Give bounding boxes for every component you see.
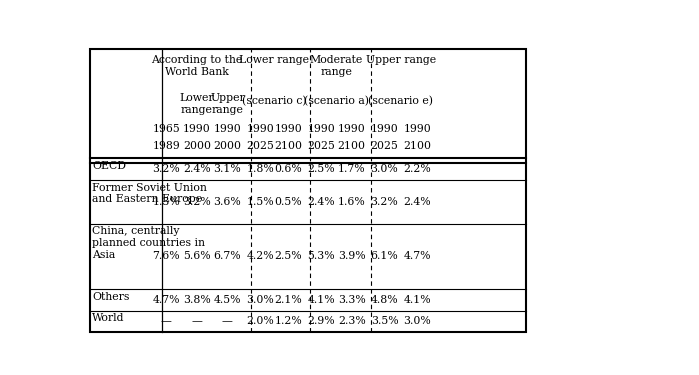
Text: 2.9%: 2.9% — [308, 316, 335, 326]
Text: (scenario c): (scenario c) — [242, 96, 307, 106]
Text: China, centrally
planned countries in
Asia: China, centrally planned countries in As… — [92, 226, 206, 260]
Text: 2.4%: 2.4% — [403, 197, 431, 207]
Text: —: — — [192, 316, 203, 326]
Text: Upper
range: Upper range — [210, 93, 245, 115]
Text: 1.5%: 1.5% — [246, 197, 274, 207]
Text: (scenario e): (scenario e) — [368, 96, 433, 106]
Text: 0.5%: 0.5% — [275, 197, 302, 207]
Text: 4.2%: 4.2% — [246, 251, 274, 261]
Text: —: — — [161, 316, 172, 326]
Text: 6.7%: 6.7% — [214, 251, 241, 261]
Text: 3.2%: 3.2% — [183, 197, 211, 207]
Text: 1.2%: 1.2% — [275, 316, 303, 326]
Text: 1990: 1990 — [370, 124, 398, 134]
Text: 2.4%: 2.4% — [308, 197, 335, 207]
Text: 2100: 2100 — [403, 141, 431, 151]
Text: 3.8%: 3.8% — [183, 295, 211, 304]
Text: 3.2%: 3.2% — [370, 197, 398, 207]
Text: 5.6%: 5.6% — [183, 251, 210, 261]
Text: 1.3%: 1.3% — [152, 197, 180, 207]
Text: 1990: 1990 — [275, 124, 303, 134]
Text: 2100: 2100 — [275, 141, 303, 151]
Text: 1990: 1990 — [246, 124, 274, 134]
Text: 7.6%: 7.6% — [152, 251, 180, 261]
Text: 2000: 2000 — [183, 141, 211, 151]
Text: 1990: 1990 — [338, 124, 366, 134]
Text: (scenario a): (scenario a) — [304, 96, 369, 106]
Text: 1990: 1990 — [403, 124, 431, 134]
Text: 1965: 1965 — [152, 124, 180, 134]
Text: 1.6%: 1.6% — [338, 197, 366, 207]
Text: 5.3%: 5.3% — [308, 251, 335, 261]
Text: World: World — [92, 314, 124, 323]
Text: 2.4%: 2.4% — [183, 164, 210, 174]
Text: Lower range: Lower range — [239, 55, 310, 65]
Text: 3.2%: 3.2% — [152, 164, 180, 174]
Text: 3.6%: 3.6% — [214, 197, 241, 207]
Text: Others: Others — [92, 292, 129, 302]
Text: 3.0%: 3.0% — [403, 316, 431, 326]
Text: 3.1%: 3.1% — [214, 164, 241, 174]
Text: —: — — [222, 316, 233, 326]
Text: OECD: OECD — [92, 161, 127, 171]
Text: 3.9%: 3.9% — [338, 251, 366, 261]
Text: 3.5%: 3.5% — [370, 316, 398, 326]
Text: Lower
range: Lower range — [180, 93, 214, 115]
Text: 2.1%: 2.1% — [275, 295, 303, 304]
Text: 1990: 1990 — [308, 124, 335, 134]
Text: 2.3%: 2.3% — [338, 316, 366, 326]
Text: 4.1%: 4.1% — [403, 295, 431, 304]
Text: 4.8%: 4.8% — [370, 295, 398, 304]
Text: 2025: 2025 — [246, 141, 274, 151]
Text: 1.8%: 1.8% — [246, 164, 274, 174]
Text: 2.0%: 2.0% — [246, 316, 274, 326]
Text: Upper range: Upper range — [366, 55, 436, 65]
Text: 3.0%: 3.0% — [370, 164, 398, 174]
Text: 1990: 1990 — [214, 124, 241, 134]
Text: 0.6%: 0.6% — [275, 164, 303, 174]
Text: 1990: 1990 — [183, 124, 211, 134]
Text: 2025: 2025 — [308, 141, 335, 151]
Text: 4.7%: 4.7% — [152, 295, 180, 304]
Bar — [90, 50, 526, 332]
Text: 6.1%: 6.1% — [370, 251, 398, 261]
Text: According to the
World Bank: According to the World Bank — [151, 55, 243, 76]
Text: 2.5%: 2.5% — [275, 251, 302, 261]
Text: Moderate
range: Moderate range — [310, 55, 363, 76]
Text: 2.2%: 2.2% — [403, 164, 431, 174]
Text: 2025: 2025 — [370, 141, 398, 151]
Text: 2.5%: 2.5% — [308, 164, 335, 174]
Text: 3.3%: 3.3% — [338, 295, 366, 304]
Text: 2000: 2000 — [213, 141, 241, 151]
Text: 3.0%: 3.0% — [246, 295, 274, 304]
Text: 1.7%: 1.7% — [338, 164, 366, 174]
Text: Former Soviet Union
and Eastern Europe: Former Soviet Union and Eastern Europe — [92, 183, 207, 204]
Text: 4.7%: 4.7% — [403, 251, 431, 261]
Text: 2100: 2100 — [338, 141, 366, 151]
Text: 1989: 1989 — [152, 141, 180, 151]
Text: 4.1%: 4.1% — [308, 295, 335, 304]
Text: 4.5%: 4.5% — [214, 295, 241, 304]
